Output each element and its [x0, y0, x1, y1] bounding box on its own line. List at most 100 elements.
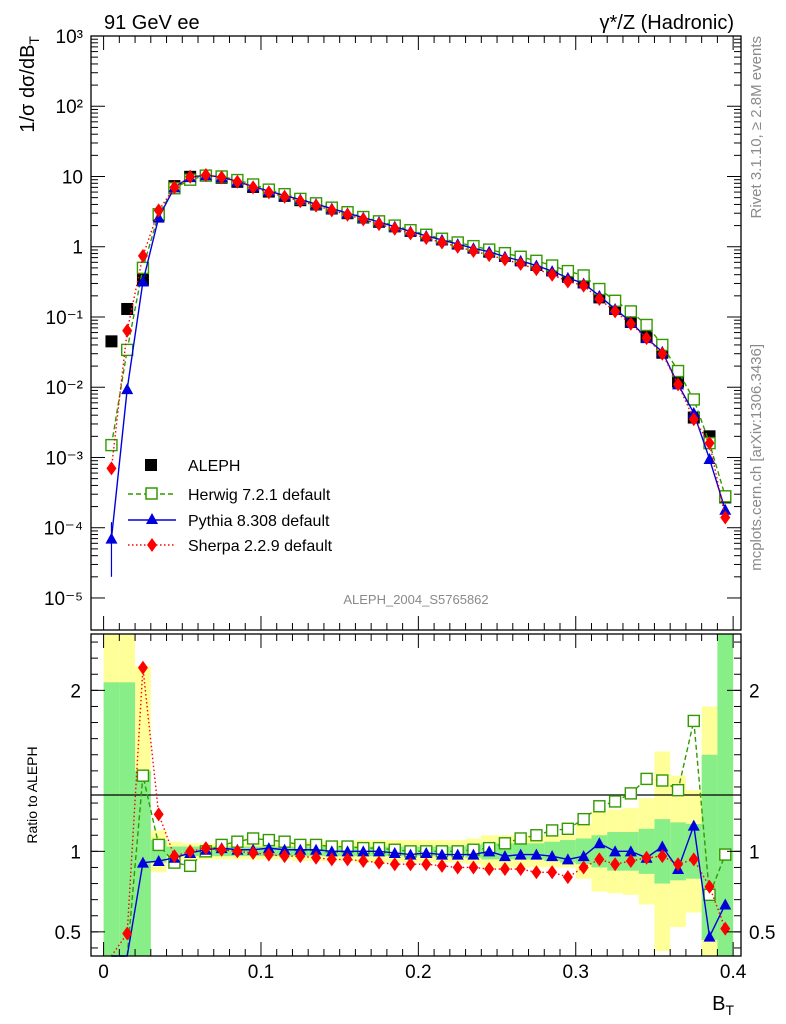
ratio-point-herwig — [530, 829, 543, 842]
ratio-point-herwig — [498, 837, 512, 850]
ratio-point-pythia — [325, 845, 338, 857]
ratio-point-sherpa — [436, 858, 447, 873]
legend-label-sherpa: Sherpa 2.2.9 default — [188, 538, 333, 555]
ratio-point-pythia — [593, 837, 606, 849]
main-point-sherpa — [137, 248, 148, 263]
main-point-sherpa — [688, 412, 699, 427]
ratio-point-pythia — [483, 845, 496, 857]
x-tick-label: 0 — [98, 962, 109, 983]
main-point-pythia — [121, 383, 134, 395]
main-point-sherpa — [122, 323, 133, 338]
ratio-point-sherpa — [153, 807, 164, 822]
ratio-point-pythia — [624, 845, 637, 857]
main-point-sherpa — [610, 304, 621, 319]
ratio-point-pythia — [561, 853, 574, 865]
ratio-point-herwig — [687, 714, 700, 728]
ratio-point-sherpa — [232, 844, 243, 859]
main-point-sherpa — [704, 436, 715, 451]
main-point-sherpa — [436, 235, 447, 250]
ratio-point-pythia — [703, 930, 716, 942]
ratio-band-green-bin — [670, 822, 686, 881]
ratio-point-pythia — [687, 819, 700, 831]
ratio-y-tick-label: 1 — [70, 842, 81, 863]
ratio-axes: 0.5 0.5 1 1 2 2 0 0.1 0.2 0.3 0.4 — [55, 634, 775, 983]
legend-marker-aleph — [145, 459, 157, 471]
ratio-point-pythia — [136, 856, 149, 868]
main-point-sherpa — [547, 267, 558, 282]
main-point-sherpa — [468, 243, 479, 258]
legend-label-aleph: ALEPH — [188, 458, 240, 475]
ratio-point-herwig — [136, 769, 150, 782]
analysis-label: ALEPH_2004_S5765862 — [343, 592, 488, 607]
ratio-y-axis-label: Ratio to ALEPH — [24, 746, 40, 843]
ratio-line-herwig — [111, 720, 726, 957]
legend-entry-sherpa: Sherpa 2.2.9 default — [128, 538, 333, 555]
ratio-point-sherpa — [594, 852, 605, 867]
ratio-point-sherpa — [263, 847, 274, 862]
ratio-point-sherpa — [704, 879, 715, 894]
x-tick-label: 0.2 — [405, 962, 431, 983]
ratio-point-sherpa — [641, 850, 652, 865]
main-point-pythia — [136, 275, 149, 287]
ratio-point-sherpa — [468, 860, 479, 875]
main-point-sherpa — [720, 510, 731, 525]
ratio-point-sherpa — [122, 926, 133, 941]
ratio-band-green-bin — [103, 682, 120, 956]
legend-marker-pythia — [146, 513, 158, 524]
main-point-herwig — [719, 490, 732, 503]
ratio-point-pythia — [404, 848, 417, 860]
ratio-point-pythia — [577, 850, 590, 862]
main-point-sherpa — [421, 231, 432, 246]
ratio-y-tick-label-right: 2 — [749, 681, 760, 702]
ratio-point-sherpa — [295, 849, 306, 864]
main-axes: 10⁻⁵ 10⁻⁴ 10⁻³ 10⁻² 10⁻¹ 1 10 10² 10³ — [44, 27, 741, 630]
ratio-point-sherpa — [452, 860, 463, 875]
ratio-y-tick-label: 2 — [70, 681, 81, 702]
main-y-tick-label: 10⁻³ — [46, 448, 84, 469]
ratio-point-pythia — [514, 848, 527, 860]
ratio-point-sherpa — [405, 857, 416, 872]
main-point-herwig — [120, 343, 134, 357]
main-point-sherpa — [499, 252, 510, 267]
ratio-point-sherpa — [688, 852, 699, 867]
ratio-band-green-bin — [701, 754, 718, 940]
ratio-point-pythia — [388, 846, 401, 858]
main-point-sherpa — [342, 207, 353, 222]
rivet-version-label: Rivet 3.1.10, ≥ 2.8M events — [748, 36, 765, 219]
main-y-tick-label: 10³ — [56, 27, 83, 48]
ratio-point-sherpa — [484, 862, 495, 877]
ratio-point-pythia — [546, 850, 559, 862]
main-point-sherpa — [232, 174, 243, 189]
main-point-sherpa — [311, 198, 322, 213]
main-line-herwig — [110, 174, 726, 497]
legend-entry-pythia: Pythia 8.308 default — [128, 513, 330, 530]
main-point-sherpa — [200, 168, 211, 183]
ratio-point-herwig — [640, 772, 653, 786]
main-point-sherpa — [106, 461, 117, 476]
ratio-point-sherpa — [562, 870, 573, 885]
ratio-point-pythia — [341, 845, 354, 857]
ratio-point-pythia — [310, 843, 323, 855]
ratio-point-herwig — [624, 787, 638, 800]
main-y-tick-label: 10² — [56, 97, 83, 118]
main-point-sherpa — [594, 292, 605, 307]
main-point-sherpa — [673, 377, 684, 392]
main-point-pythia — [703, 453, 716, 465]
main-series-layer — [105, 168, 732, 577]
ratio-point-pythia — [435, 848, 448, 860]
ratio-band-green-bin — [119, 682, 136, 956]
x-axis-label: BT — [712, 993, 734, 1018]
ratio-point-sherpa — [279, 849, 290, 864]
ratio-point-pythia — [609, 845, 622, 857]
ratio-point-pythia — [420, 846, 433, 858]
legend-label-pythia: Pythia 8.308 default — [188, 513, 330, 530]
ratio-point-sherpa — [216, 842, 227, 857]
mcplots-url-label: mcplots.cern.ch [arXiv:1306.3436] — [748, 344, 765, 571]
main-y-tick-label: 10⁻² — [46, 378, 84, 399]
ratio-point-sherpa — [578, 860, 589, 875]
x-tick-label: 0.3 — [563, 962, 589, 983]
ratio-point-sherpa — [625, 854, 636, 869]
main-point-data — [121, 302, 134, 315]
main-y-tick-label: 10 — [62, 167, 83, 188]
main-point-sherpa — [562, 274, 573, 289]
